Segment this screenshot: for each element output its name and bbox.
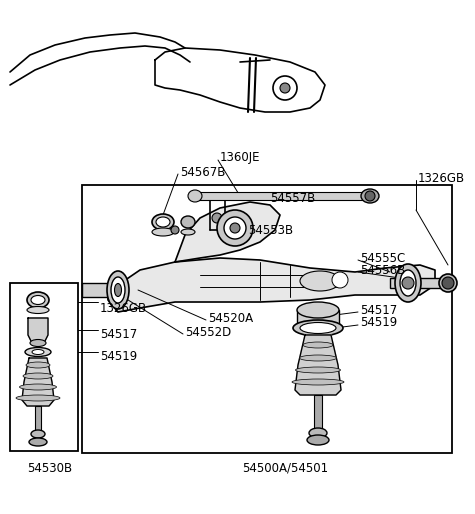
Ellipse shape [400, 270, 416, 296]
Circle shape [230, 223, 240, 233]
Ellipse shape [19, 384, 57, 390]
Ellipse shape [32, 350, 44, 355]
Polygon shape [295, 335, 341, 395]
Ellipse shape [27, 292, 49, 308]
Polygon shape [108, 258, 435, 312]
Polygon shape [28, 318, 48, 343]
Circle shape [171, 226, 179, 234]
Text: 54520A: 54520A [208, 311, 253, 324]
Ellipse shape [181, 216, 195, 228]
Text: 1360JE: 1360JE [220, 152, 260, 164]
Bar [82, 185, 452, 453]
Text: 54519: 54519 [100, 350, 137, 362]
Circle shape [365, 191, 375, 201]
Bar [390, 278, 450, 288]
Text: 54517: 54517 [360, 303, 397, 317]
Bar [10, 283, 78, 451]
Bar [82, 283, 118, 297]
Text: 54500A/54501: 54500A/54501 [242, 462, 328, 474]
Ellipse shape [26, 362, 50, 368]
Ellipse shape [300, 355, 336, 361]
Text: 54567B: 54567B [180, 166, 225, 178]
Ellipse shape [114, 284, 122, 297]
Bar [314, 395, 322, 433]
Ellipse shape [152, 228, 174, 236]
Ellipse shape [295, 367, 341, 373]
Text: 54552D: 54552D [185, 325, 231, 339]
Ellipse shape [292, 379, 344, 385]
Ellipse shape [309, 428, 327, 438]
Ellipse shape [25, 347, 51, 357]
Ellipse shape [152, 214, 174, 230]
Bar [195, 192, 370, 200]
Ellipse shape [31, 296, 45, 304]
Ellipse shape [439, 274, 457, 292]
Text: 54519: 54519 [360, 317, 397, 329]
Polygon shape [175, 202, 280, 262]
Bar [297, 310, 339, 328]
Ellipse shape [111, 277, 125, 303]
Circle shape [442, 277, 454, 289]
Text: 54556B: 54556B [360, 264, 405, 277]
Circle shape [402, 277, 414, 289]
Ellipse shape [29, 438, 47, 446]
Ellipse shape [293, 320, 343, 336]
Text: 54530B: 54530B [28, 462, 73, 474]
Ellipse shape [297, 302, 339, 318]
Circle shape [217, 210, 253, 246]
Ellipse shape [30, 340, 46, 346]
Ellipse shape [27, 306, 49, 314]
Circle shape [273, 76, 297, 100]
Ellipse shape [361, 189, 379, 203]
Text: 1326GB: 1326GB [100, 302, 147, 315]
Ellipse shape [303, 342, 333, 348]
Ellipse shape [307, 435, 329, 445]
Text: 54557B: 54557B [270, 192, 315, 205]
Bar [35, 406, 41, 434]
Text: 54517: 54517 [100, 328, 137, 341]
Text: 1326GB: 1326GB [418, 172, 465, 185]
Ellipse shape [16, 395, 60, 401]
Text: 54553B: 54553B [248, 224, 293, 236]
Circle shape [332, 272, 348, 288]
Ellipse shape [181, 229, 195, 235]
Ellipse shape [23, 373, 53, 379]
Circle shape [212, 213, 222, 223]
Circle shape [224, 217, 246, 239]
Ellipse shape [395, 264, 421, 302]
Polygon shape [155, 48, 325, 112]
Text: 54555C: 54555C [360, 251, 405, 265]
Polygon shape [22, 358, 54, 406]
Ellipse shape [300, 271, 340, 291]
Ellipse shape [188, 190, 202, 202]
Ellipse shape [300, 322, 336, 334]
Ellipse shape [107, 271, 129, 309]
Ellipse shape [31, 430, 45, 438]
Circle shape [280, 83, 290, 93]
Ellipse shape [156, 217, 170, 227]
